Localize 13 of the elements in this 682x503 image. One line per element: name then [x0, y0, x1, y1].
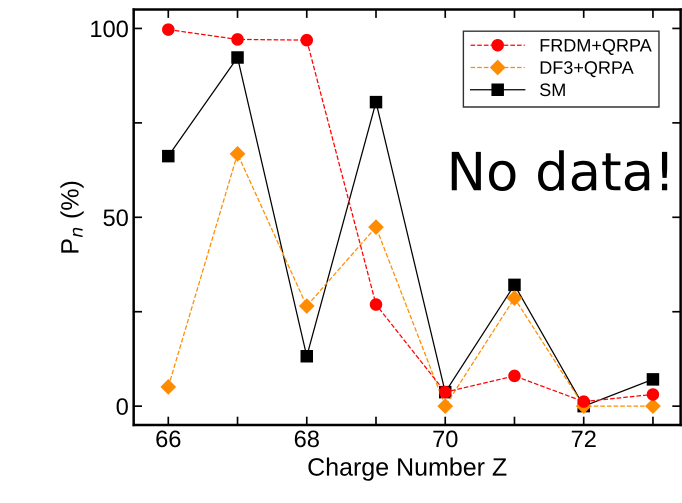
y-tick-label: 0	[116, 398, 128, 415]
x-tick-label: 70	[433, 430, 458, 448]
y-tick-label: 100	[91, 20, 128, 38]
legend-label: DF3+QRPA	[540, 61, 634, 78]
x-tick-label: 72	[572, 430, 596, 448]
y-axis-title: P$_{n}$ (%)	[60, 182, 84, 253]
x-axis-title: Charge Number Z	[308, 457, 506, 481]
x-tick-label: 66	[156, 430, 180, 448]
legend-label: FRDM+QRPA	[540, 38, 652, 55]
x-tick-label: 68	[294, 430, 319, 448]
legend-label: SM	[540, 83, 565, 96]
annotation: No data!	[452, 150, 668, 192]
y-tick-label: 50	[103, 209, 128, 226]
